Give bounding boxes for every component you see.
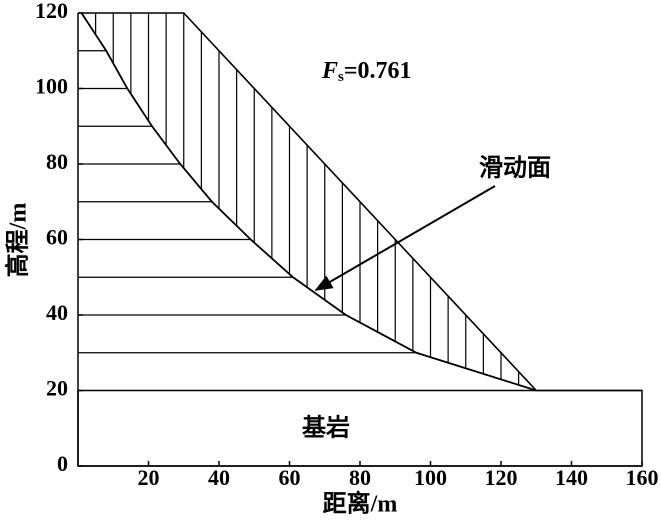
y-tick-label: 0 [57, 451, 68, 476]
x-tick-label: 120 [485, 465, 518, 490]
x-tick-label: 20 [138, 465, 160, 490]
x-tick-label: 80 [349, 465, 371, 490]
slip-surface [80, 12, 537, 392]
ground-surface [78, 12, 642, 392]
slip-surface-label: 滑动面 [479, 155, 551, 182]
fs-symbol: F [321, 58, 338, 84]
x-axis-label: 距离/m [323, 490, 398, 518]
x-tick-label: 60 [279, 465, 301, 490]
y-tick-label: 80 [46, 149, 68, 174]
y-tick-label: 60 [46, 225, 68, 250]
bedrock [77, 389, 643, 467]
y-tick-label: 40 [46, 300, 68, 325]
x-tick-label: 160 [626, 465, 659, 490]
fs-subscript: s [338, 69, 344, 85]
y-tick-label: 120 [35, 0, 68, 23]
x-tick-label: 140 [555, 465, 588, 490]
y-tick-label: 20 [46, 376, 68, 401]
safety-factor: Fs=0.761 [321, 58, 412, 86]
arrow [314, 185, 496, 291]
y-axis-label: 高程/m [4, 203, 32, 278]
bedrock-label: 基岩 [302, 415, 350, 442]
x-tick-label: 40 [208, 465, 230, 490]
y-tick-label: 100 [35, 74, 68, 99]
fs-value: =0.761 [344, 58, 412, 84]
x-tick-label: 100 [414, 465, 447, 490]
